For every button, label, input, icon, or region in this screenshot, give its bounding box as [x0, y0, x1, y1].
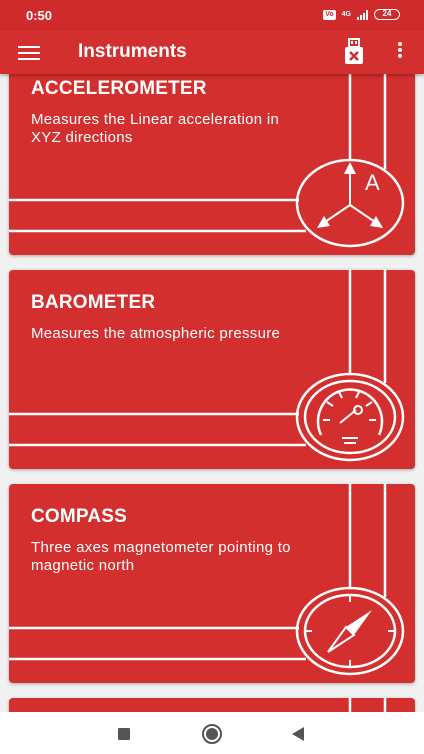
barometer-gauge-icon [9, 270, 405, 462]
volte-icon: Vo [323, 9, 336, 20]
card-description: Measures the Linear acceleration in XYZ … [31, 111, 280, 146]
compass-needle-icon [9, 484, 405, 676]
card-description: Three axes magnetometer pointing to magn… [31, 539, 291, 574]
network-type: 4G [341, 11, 351, 18]
instrument-card-next[interactable] [9, 698, 415, 712]
instrument-card-accelerometer[interactable]: A ACCELEROMETER Measures the Linear acce… [9, 74, 415, 255]
status-icons: Vo 4G 24 [323, 9, 400, 20]
card-description: Measures the atmospheric pressure [31, 325, 281, 342]
accelerometer-letter: A [365, 170, 380, 195]
page-title: Instruments [78, 41, 187, 62]
usb-disconnected-icon[interactable] [342, 38, 366, 66]
more-options-icon[interactable] [390, 40, 410, 64]
card-decoration [348, 698, 387, 712]
back-icon[interactable] [292, 727, 304, 741]
menu-icon[interactable] [18, 42, 42, 62]
instrument-card-barometer[interactable]: BAROMETER Measures the atmospheric press… [9, 270, 415, 469]
home-icon[interactable] [202, 724, 222, 744]
recent-apps-icon[interactable] [118, 728, 130, 740]
signal-icon [357, 9, 368, 20]
accelerometer-axes-icon: A [9, 74, 405, 248]
card-title: ACCELEROMETER [31, 78, 207, 99]
card-title: COMPASS [31, 506, 128, 527]
instrument-card-compass[interactable]: COMPASS Three axes magnetometer pointing… [9, 484, 415, 683]
card-title: BAROMETER [31, 292, 156, 313]
battery-icon: 24 [374, 9, 400, 20]
instrument-list: A ACCELEROMETER Measures the Linear acce… [0, 74, 424, 712]
app-bar: Instruments [0, 30, 424, 74]
system-nav-bar [0, 712, 424, 754]
status-bar: 0:50 Vo 4G 24 [0, 0, 424, 30]
status-time: 0:50 [26, 8, 53, 23]
